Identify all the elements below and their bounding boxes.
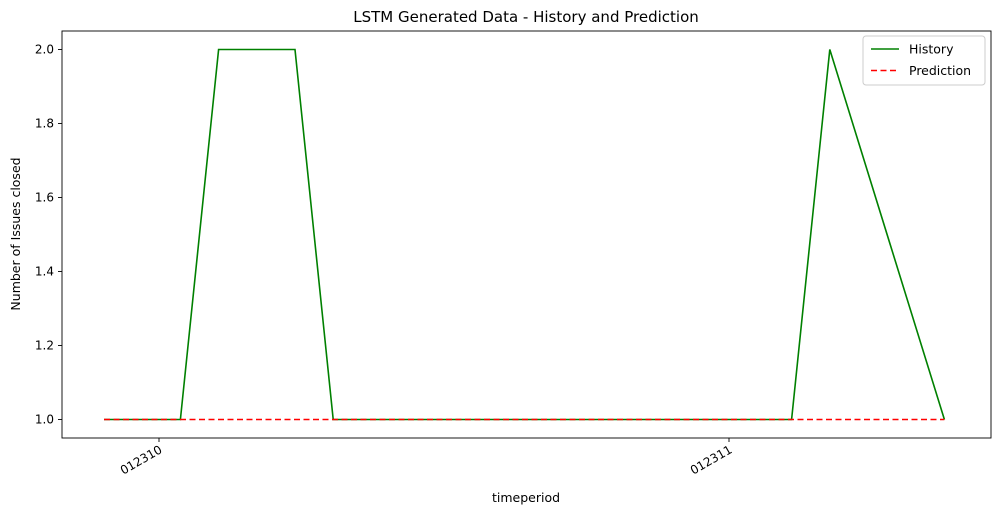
plot-frame [61, 30, 992, 439]
x-tick-label: 012310 [118, 442, 165, 477]
y-tick-label: 1.6 [35, 191, 54, 205]
x-axis-label: timeperiod [492, 490, 560, 505]
y-tick-label: 1.8 [35, 117, 54, 131]
x-tick-label: 012311 [688, 442, 735, 477]
series-line-history [104, 48, 946, 421]
y-tick-label: 1.4 [35, 265, 54, 279]
y-tick-label: 1.0 [35, 413, 54, 427]
chart-title: LSTM Generated Data - History and Predic… [353, 8, 699, 26]
y-axis: 1.0 1.2 1.4 1.6 1.8 2.0 [35, 43, 62, 427]
y-tick-label: 2.0 [35, 43, 54, 57]
legend-label-history: History [909, 42, 954, 57]
x-axis: 012310 012311 [118, 438, 735, 478]
legend: History Prediction [862, 35, 986, 86]
y-axis-label: Number of Issues closed [8, 157, 23, 310]
plot-area [61, 30, 992, 439]
y-tick-label: 1.2 [35, 339, 54, 353]
legend-label-prediction: Prediction [909, 63, 971, 78]
